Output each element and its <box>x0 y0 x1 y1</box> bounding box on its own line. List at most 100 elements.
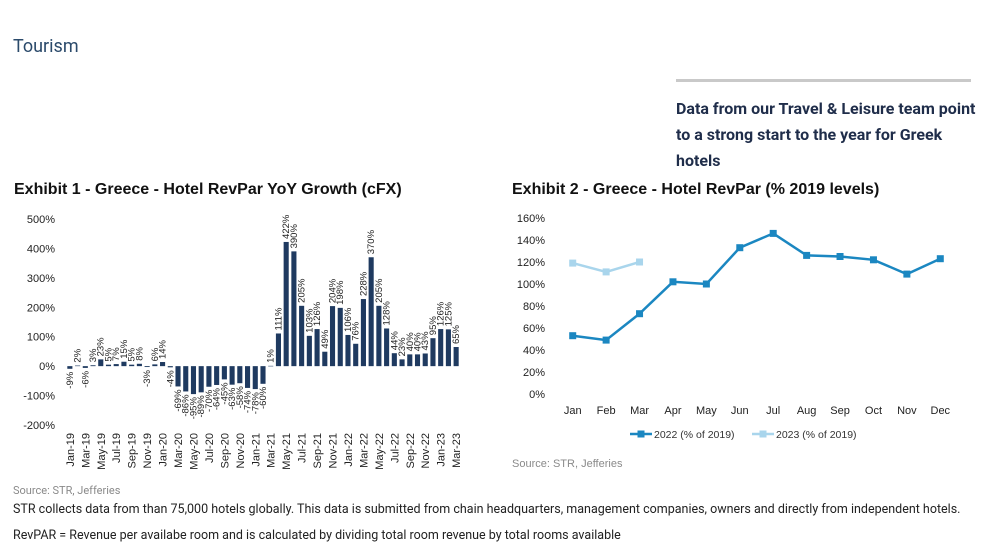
data-label: 7% <box>111 347 122 361</box>
data-label: -64% <box>212 387 223 410</box>
y-tick-label: 40% <box>523 345 545 357</box>
data-label: 103% <box>304 308 315 333</box>
bar <box>129 364 135 367</box>
point-marker <box>869 256 877 264</box>
y-tick-label: 200% <box>27 302 55 314</box>
point-marker <box>669 278 677 286</box>
x-tick-label: Jan-19 <box>65 433 77 467</box>
bar <box>291 251 297 367</box>
bar <box>105 364 112 367</box>
x-tick-label: Mar-22 <box>358 433 370 468</box>
bar <box>175 366 181 387</box>
y-tick-label: 20% <box>523 367 545 379</box>
bar <box>337 307 343 367</box>
data-label: 49% <box>320 329 331 349</box>
data-label: -60% <box>258 386 269 409</box>
data-label: -6% <box>80 370 91 387</box>
x-tick-label: Jun <box>731 405 749 417</box>
bar <box>391 353 397 367</box>
bar <box>453 347 459 367</box>
y-tick-label: 400% <box>27 243 55 255</box>
point-marker <box>803 251 811 259</box>
data-label: -70% <box>204 389 215 412</box>
data-label: -3% <box>142 369 153 386</box>
bar <box>430 338 436 367</box>
y-tick-label: 120% <box>517 257 545 269</box>
legend-label: 2023 (% of 2019) <box>776 429 857 441</box>
data-label: 205% <box>374 278 385 303</box>
data-label: 95% <box>428 316 439 336</box>
x-tick-label: Aug <box>797 405 817 417</box>
data-label: -63% <box>227 387 238 410</box>
y-tick-label: 300% <box>27 273 55 285</box>
y-tick-label: 0% <box>39 361 55 373</box>
bar <box>283 241 289 367</box>
bar <box>314 329 320 367</box>
x-tick-label: Mar-23 <box>451 433 463 468</box>
bar <box>299 305 305 367</box>
bar <box>67 366 73 369</box>
paragraph: STR collects data from than 75,000 hotel… <box>13 502 961 543</box>
data-label: 44% <box>389 331 400 351</box>
bar <box>167 366 173 368</box>
data-label: 111% <box>273 307 284 330</box>
data-label: 390% <box>289 224 300 249</box>
data-label: 65% <box>451 324 462 344</box>
data-label: 126% <box>436 301 447 326</box>
point-marker <box>636 258 644 266</box>
x-tick-label: Sep-20 <box>219 433 231 468</box>
x-tick-label: Jul-20 <box>204 433 216 463</box>
data-label: 40% <box>413 332 424 352</box>
bar <box>144 366 150 368</box>
bar <box>445 329 451 367</box>
x-tick-label: Mar-20 <box>173 433 185 468</box>
point-marker <box>602 268 610 276</box>
x-tick-label: Nov-21 <box>328 433 340 468</box>
bar <box>322 351 328 367</box>
x-tick-label: Nov-19 <box>142 433 154 468</box>
data-label: 106% <box>343 307 354 332</box>
bar <box>345 334 351 367</box>
point-marker <box>769 229 777 237</box>
data-label: -78% <box>250 392 261 415</box>
x-tick-label: Jan-23 <box>436 433 448 467</box>
point-marker <box>569 332 577 340</box>
legend-label: 2022 (% of 2019) <box>654 429 735 441</box>
data-label: 1% <box>266 349 277 363</box>
data-label: 128% <box>382 301 393 326</box>
point-marker <box>936 255 944 263</box>
x-tick-label: Jan-22 <box>343 433 355 467</box>
point-marker <box>636 310 644 318</box>
bar <box>98 359 104 367</box>
x-tick-label: Jan-20 <box>158 433 170 467</box>
bar <box>136 363 142 367</box>
data-label: 15% <box>119 339 130 359</box>
bar <box>376 305 382 367</box>
bar <box>268 365 274 367</box>
bar <box>160 362 166 367</box>
x-tick-label: Nov-22 <box>420 433 432 468</box>
bar <box>407 354 413 367</box>
x-tick-label: Jul-19 <box>111 433 123 463</box>
point-marker <box>903 270 911 278</box>
data-label: 3% <box>88 348 99 362</box>
point-marker <box>602 336 610 344</box>
bar <box>214 366 220 385</box>
point-marker <box>836 253 844 260</box>
y-tick-label: -200% <box>23 420 55 432</box>
legend-marker <box>637 430 645 438</box>
data-label: 5% <box>103 347 114 361</box>
chart-source: Source: STR, Jefferies <box>512 458 623 470</box>
bar <box>329 306 336 367</box>
bar <box>237 366 243 384</box>
data-label: 2% <box>73 348 84 362</box>
x-tick-label: May-20 <box>188 433 200 470</box>
data-label: -95% <box>188 397 199 420</box>
x-tick-label: May-21 <box>281 433 293 470</box>
data-label: -86% <box>181 394 192 417</box>
data-label: 23% <box>96 337 107 357</box>
data-label: -69% <box>173 389 184 412</box>
x-tick-label: Feb <box>597 405 616 417</box>
